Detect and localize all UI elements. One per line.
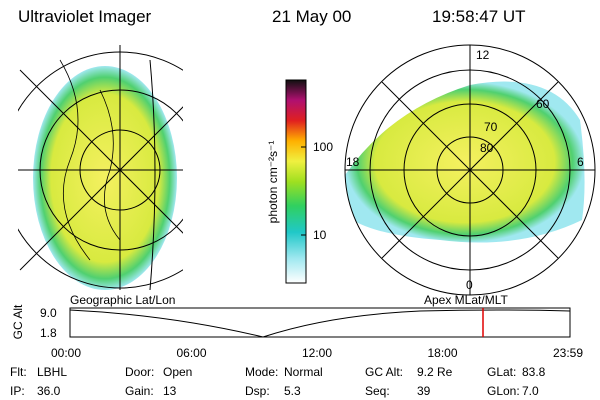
- info-key: Gain:: [125, 384, 154, 398]
- info-key: Mode:: [245, 365, 278, 379]
- timeline-xticks: 00:00 06:00 12:00 18:00 23:59: [51, 346, 583, 360]
- colorbar-label: photon cm⁻²s⁻¹: [266, 141, 280, 224]
- timeline-xtick: 18:00: [427, 346, 457, 360]
- time: 19:58:47 UT: [432, 7, 526, 26]
- info-value: 36.0: [37, 384, 61, 398]
- altitude-curve: [69, 309, 571, 338]
- lat-label: 80: [480, 141, 494, 155]
- date: 21 May 00: [272, 7, 351, 26]
- info-value: 39: [417, 384, 431, 398]
- polar-image: [345, 81, 585, 243]
- timeline-xtick: 23:59: [553, 346, 583, 360]
- polar-grid: [344, 44, 596, 296]
- mlt-label: 18: [346, 155, 360, 169]
- timeline-ytick: 9.0: [40, 306, 57, 320]
- timeline-xtick: 12:00: [302, 346, 332, 360]
- info-value: LBHL: [37, 365, 67, 379]
- title: Ultraviolet Imager: [18, 7, 152, 26]
- info-value: 83.8: [522, 365, 546, 379]
- colorbar-tick-label: 10: [313, 228, 327, 242]
- mlt-label: 12: [476, 48, 490, 62]
- info-key: Flt:: [10, 365, 27, 379]
- info-value: 9.2 Re: [417, 365, 453, 379]
- mlt-label: 6: [577, 155, 584, 169]
- info-value: Normal: [284, 365, 323, 379]
- info-key: Dsp:: [245, 384, 270, 398]
- info-key: GC Alt:: [365, 365, 403, 379]
- timeline-box: [69, 307, 571, 338]
- timeline-xtick: 00:00: [51, 346, 81, 360]
- info-key: GLat:: [487, 365, 516, 379]
- timeline-xtick: 06:00: [176, 346, 206, 360]
- colorbar-tick-label: 100: [313, 140, 333, 154]
- lat-label: 70: [484, 120, 498, 134]
- panel-label: Geographic Lat/Lon: [70, 293, 175, 307]
- info-value: 5.3: [284, 384, 301, 398]
- timeline-ylabel: GC Alt: [11, 304, 25, 339]
- info-value: Open: [163, 365, 192, 379]
- info-key: Seq:: [365, 384, 390, 398]
- info-key: Door:: [125, 365, 154, 379]
- info-key: GLon:: [487, 384, 520, 398]
- info-key: IP:: [10, 384, 25, 398]
- lat-label: 60: [536, 97, 550, 111]
- info-value: 13: [163, 384, 177, 398]
- info-value: 7.0: [522, 384, 539, 398]
- mlt-label: 0: [466, 278, 473, 292]
- geographic-image: [18, 45, 183, 290]
- timeline-ytick: 1.8: [40, 326, 57, 340]
- colorbar: [285, 79, 307, 284]
- panel-label: Apex MLat/MLT: [424, 293, 508, 307]
- info-panel: Flt: LBHL Door: Open Mode: Normal GC Alt: 9.2 R…: [10, 365, 546, 398]
